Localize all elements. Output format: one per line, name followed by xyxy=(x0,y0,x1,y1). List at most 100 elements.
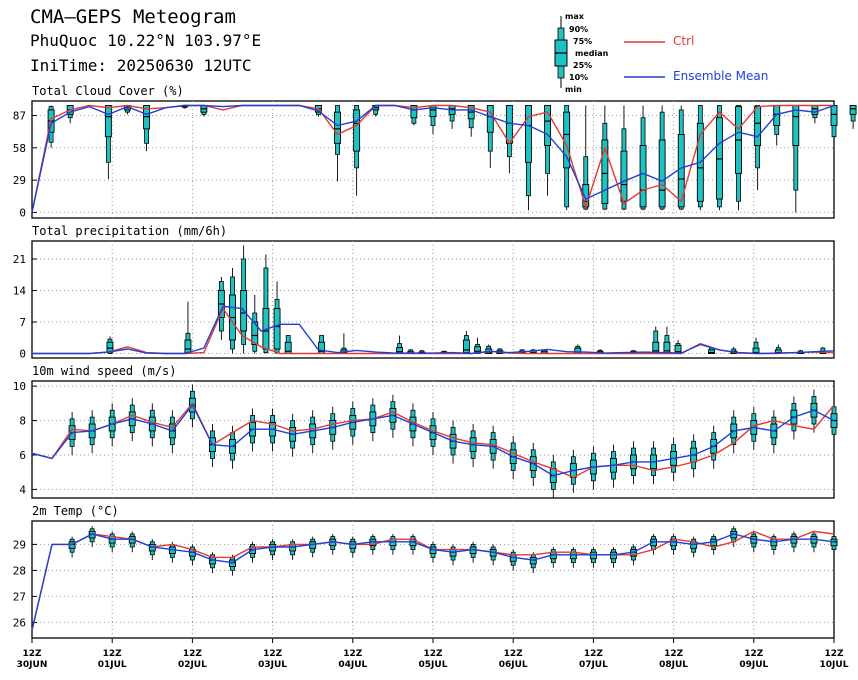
legend-mean-label: Ensemble Mean xyxy=(673,69,769,83)
x-tick-label-date: 04JUL xyxy=(338,660,367,670)
ensemble-box xyxy=(249,541,257,563)
x-tick-label-date: 06JUL xyxy=(499,660,528,670)
ensemble-box xyxy=(620,105,628,211)
location-label: PhuQuoc 10.22°N 103.97°E xyxy=(30,31,262,50)
ensemble-box xyxy=(750,531,758,553)
ensemble-box xyxy=(650,441,657,485)
legend-p90-label: 90% xyxy=(569,25,589,34)
x-tick-label-hour: 12Z xyxy=(584,649,604,659)
legend-ctrl-label: Ctrl xyxy=(673,34,695,48)
ensemble-box xyxy=(774,344,782,354)
box-p25-p75 xyxy=(563,111,571,169)
ensemble-box xyxy=(396,335,404,354)
panel-1: 0 29 58 87 Total Cloud Cover (%) xyxy=(13,84,857,219)
ensemble-box xyxy=(410,105,418,126)
ensemble-box xyxy=(474,337,482,354)
y-tick-label: 29 xyxy=(13,538,26,551)
y-tick-label: 4 xyxy=(19,483,26,496)
ensemble-box xyxy=(68,536,76,558)
ensemble-box xyxy=(469,541,477,563)
y-tick-label: 21 xyxy=(13,253,26,266)
ensemble-box xyxy=(429,541,437,563)
ensemble-box xyxy=(830,534,838,555)
ensemble-mean-line xyxy=(32,305,835,355)
ensemble-box xyxy=(770,410,778,454)
x-tick-label-hour: 12Z xyxy=(22,649,42,659)
x-tick-label-hour: 12Z xyxy=(664,649,684,659)
panel-title: Total precipitation (mm/6h) xyxy=(32,224,227,238)
box-p25-p75 xyxy=(273,308,281,350)
legend-median-label: median xyxy=(575,49,609,58)
box-p25-p75 xyxy=(811,105,819,115)
panel-title: Total Cloud Cover (%) xyxy=(32,84,184,98)
box-p25-p75 xyxy=(652,341,660,354)
ensemble-box xyxy=(849,105,857,129)
x-tick-label-date: 30JUN xyxy=(17,660,48,670)
y-tick-label: 28 xyxy=(13,564,26,577)
ensemble-box xyxy=(148,539,156,560)
ensemble-box xyxy=(639,105,647,211)
ensemble-box xyxy=(269,539,277,560)
ensemble-box xyxy=(289,413,297,457)
ensemble-box xyxy=(389,534,397,555)
ensemble-box xyxy=(663,326,671,354)
box-p25-p75 xyxy=(792,105,800,147)
box-p25-p75 xyxy=(773,105,781,126)
box-p25-p75 xyxy=(462,339,470,354)
box-p25-p75 xyxy=(353,109,361,152)
y-tick-label: 58 xyxy=(13,142,26,155)
ensemble-mean-line xyxy=(31,533,835,631)
y-tick-label: 10 xyxy=(13,380,26,393)
ensemble-box xyxy=(273,281,281,354)
ensemble-box xyxy=(754,105,762,191)
x-tick-label-date: 08JUL xyxy=(659,660,688,670)
ensemble-box xyxy=(811,105,819,124)
ensemble-box xyxy=(710,534,718,555)
ensemble-box xyxy=(128,531,136,553)
y-tick-label: 0 xyxy=(19,206,26,219)
ensemble-mean-line xyxy=(31,104,835,213)
box-p25-p75 xyxy=(251,321,259,345)
ensemble-box xyxy=(658,105,666,211)
box-p25-p75 xyxy=(849,105,857,115)
ensemble-box xyxy=(652,326,660,354)
x-tick-label-date: 10JUL xyxy=(820,660,849,670)
ensemble-box xyxy=(349,536,357,558)
legend-max-label: max xyxy=(565,12,584,21)
ensemble-box xyxy=(690,536,698,558)
x-tick-label-date: 01JUL xyxy=(98,660,127,670)
box-p25-p75 xyxy=(639,145,647,208)
x-tick-label-date: 09JUL xyxy=(739,660,768,670)
x-tick-label-hour: 12Z xyxy=(103,649,123,659)
ensemble-box xyxy=(462,331,470,354)
ensemble-box xyxy=(792,105,800,213)
ensemble-box xyxy=(810,531,818,553)
ensemble-box xyxy=(208,552,216,573)
legend-p75-label: 75% xyxy=(573,37,593,46)
x-tick-label-date: 02JUL xyxy=(178,660,207,670)
x-tick-label-hour: 12Z xyxy=(183,649,203,659)
ensemble-box xyxy=(66,105,74,124)
ctrl-line xyxy=(32,307,835,355)
ensemble-box xyxy=(674,340,682,354)
chart-title: CMA—GEPS Meteogram xyxy=(30,6,236,28)
ensemble-box xyxy=(104,105,112,179)
ensemble-box xyxy=(143,105,151,152)
ensemble-box xyxy=(449,544,457,566)
ensemble-box xyxy=(730,526,738,547)
box-p25-p75 xyxy=(505,105,513,144)
ensemble-box xyxy=(329,534,337,555)
ensemble-box xyxy=(429,105,437,135)
legend-p25-label: 25% xyxy=(573,61,593,70)
ensemble-box xyxy=(106,336,114,354)
ensemble-box xyxy=(589,547,597,568)
panel-2: 0 7 14 21 Total precipitation (mm/6h) xyxy=(13,224,835,361)
ensemble-box xyxy=(467,105,475,137)
panel-title: 10m wind speed (m/s) xyxy=(32,364,177,378)
ensemble-box xyxy=(650,534,657,555)
y-tick-label: 6 xyxy=(19,449,26,462)
y-tick-label: 14 xyxy=(13,285,27,298)
ensemble-box xyxy=(549,547,557,568)
y-tick-label: 27 xyxy=(13,590,26,603)
y-tick-label: 26 xyxy=(13,616,26,629)
